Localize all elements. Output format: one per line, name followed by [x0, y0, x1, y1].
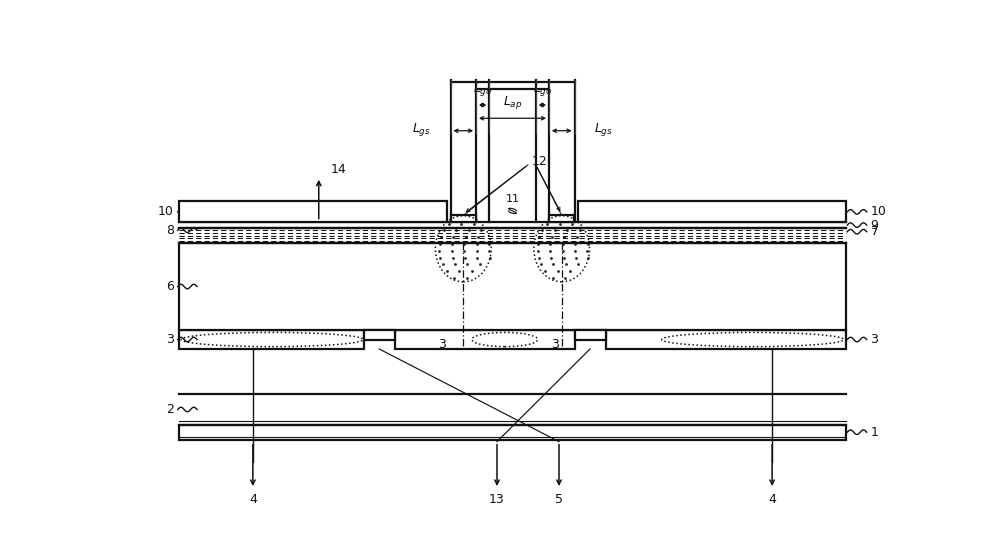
Text: 4: 4 [768, 493, 776, 506]
Text: 11: 11 [506, 194, 520, 204]
Bar [578, 202, 846, 222]
Text: 2: 2 [166, 403, 174, 416]
Bar [364, 330, 395, 340]
Text: 4: 4 [249, 493, 257, 506]
Text: 13: 13 [489, 493, 505, 506]
Text: 6: 6 [166, 280, 174, 293]
Text: $L_{go}$: $L_{go}$ [533, 81, 552, 98]
Bar [574, 330, 606, 340]
Text: 5: 5 [555, 493, 563, 506]
Text: 3: 3 [871, 333, 878, 346]
Text: 3: 3 [551, 338, 559, 351]
Bar [450, 216, 476, 222]
Text: $L_{go}$: $L_{go}$ [473, 81, 492, 98]
Text: 3: 3 [166, 333, 174, 346]
Text: 10: 10 [158, 206, 174, 218]
Text: 7: 7 [871, 225, 879, 238]
Text: 10: 10 [871, 206, 886, 218]
Bar [179, 243, 846, 330]
Text: $L_{gs}$: $L_{gs}$ [594, 121, 613, 138]
Bar [179, 424, 846, 440]
Bar [179, 394, 846, 398]
Bar [179, 330, 364, 349]
Text: 14: 14 [330, 163, 346, 176]
Bar [179, 202, 447, 222]
Bar [549, 216, 574, 222]
Text: $L_{gs}$: $L_{gs}$ [412, 121, 431, 138]
Text: 9: 9 [871, 218, 878, 232]
Text: 12: 12 [532, 155, 548, 168]
Text: 8: 8 [166, 224, 174, 237]
Text: 3: 3 [438, 338, 446, 351]
Bar [395, 330, 574, 349]
Bar [606, 330, 846, 349]
Text: 1: 1 [871, 426, 878, 438]
Text: $L_{ap}$: $L_{ap}$ [503, 95, 522, 111]
